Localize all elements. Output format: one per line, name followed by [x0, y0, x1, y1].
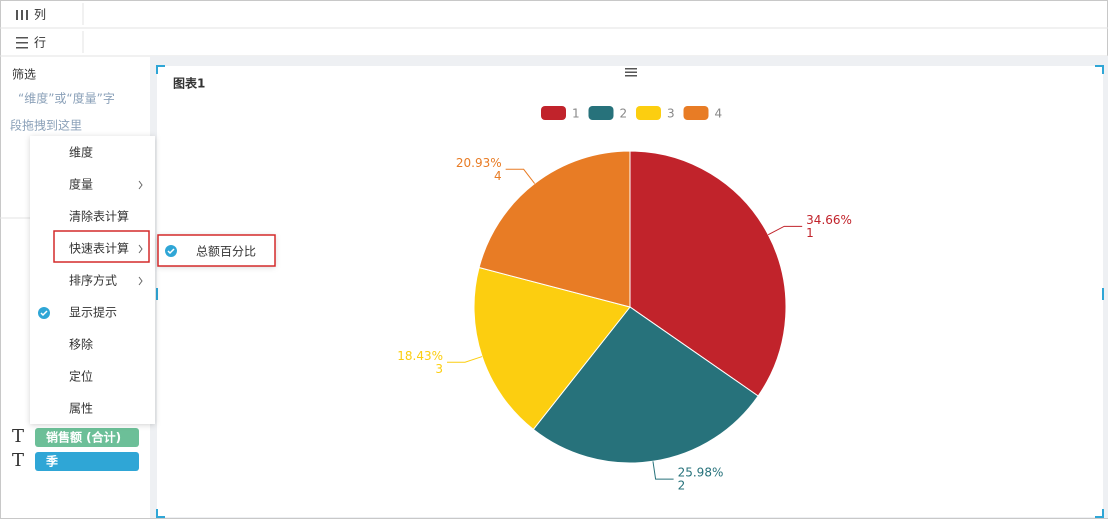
rows-icon: [16, 37, 28, 49]
category-label: 4: [494, 169, 502, 183]
category-label: 2: [678, 479, 686, 493]
legend-swatch[interactable]: [683, 106, 709, 120]
menu-item[interactable]: 维度: [69, 145, 93, 160]
highlight-box: [157, 234, 276, 267]
value-label: 18.43%: [397, 349, 443, 363]
label-line: [768, 225, 803, 236]
legend-label[interactable]: 4: [715, 107, 723, 121]
pie-slice: [532, 306, 759, 464]
columns-label: 列: [34, 8, 46, 22]
submenu-item[interactable]: 总额百分比: [196, 245, 256, 259]
text-icon: T: [12, 450, 24, 471]
legend-swatch[interactable]: [588, 106, 614, 120]
menu-item[interactable]: 度量: [69, 177, 93, 192]
value-label: 20.93%: [456, 156, 502, 170]
menu-item[interactable]: 显示提示: [69, 305, 117, 320]
pie-slice: [629, 150, 787, 397]
submenu-arrow: [138, 276, 143, 286]
label-line: [652, 461, 674, 480]
field-chip[interactable]: [35, 452, 139, 471]
field-chip[interactable]: [35, 428, 139, 447]
value-label: 34.66%: [806, 213, 852, 227]
legend-swatch[interactable]: [636, 106, 661, 120]
category-label: 3: [435, 362, 443, 376]
menu-item[interactable]: 快速表计算: [69, 241, 129, 256]
check-mark: [40, 310, 48, 317]
text-icon: T: [12, 426, 24, 447]
field-name[interactable]: 销售额 (合计): [46, 430, 121, 445]
legend-label[interactable]: 3: [667, 107, 675, 121]
value-label: 25.98%: [678, 466, 724, 480]
menu-item[interactable]: 定位: [69, 369, 93, 384]
filter-hint: “维度”或“度量”字: [18, 91, 115, 106]
menu-item[interactable]: 排序方式: [69, 273, 117, 288]
menu-bg: [30, 136, 155, 424]
pie-slice: [473, 266, 631, 431]
drag-handle[interactable]: [625, 68, 637, 77]
menu-item[interactable]: 清除表计算: [69, 209, 129, 224]
menu-item[interactable]: 移除: [69, 337, 93, 352]
columns-icon: [16, 10, 28, 20]
label-line: [447, 356, 483, 363]
filter-hint: 段拖拽到这里: [10, 118, 82, 133]
submenu: [158, 235, 275, 266]
menu-item[interactable]: 属性: [69, 402, 93, 416]
rows-label: 行: [34, 36, 46, 50]
highlight-box: [53, 230, 150, 263]
chart-title: 图表1: [173, 76, 205, 91]
field-name[interactable]: 季: [45, 454, 59, 469]
filter-title: 筛选: [12, 67, 36, 82]
legend-label[interactable]: 2: [620, 107, 628, 121]
pie-chart: 34.66%125.98%218.43%320.93%41 2 3 4: [397, 106, 852, 493]
legend-label[interactable]: 1: [572, 107, 580, 121]
submenu-arrow: [138, 180, 143, 190]
submenu-arrow: [138, 244, 143, 254]
legend-swatch[interactable]: [541, 106, 566, 120]
resize-handles: [156, 65, 1104, 518]
category-label: 1: [806, 226, 814, 240]
label-line: [505, 168, 536, 184]
